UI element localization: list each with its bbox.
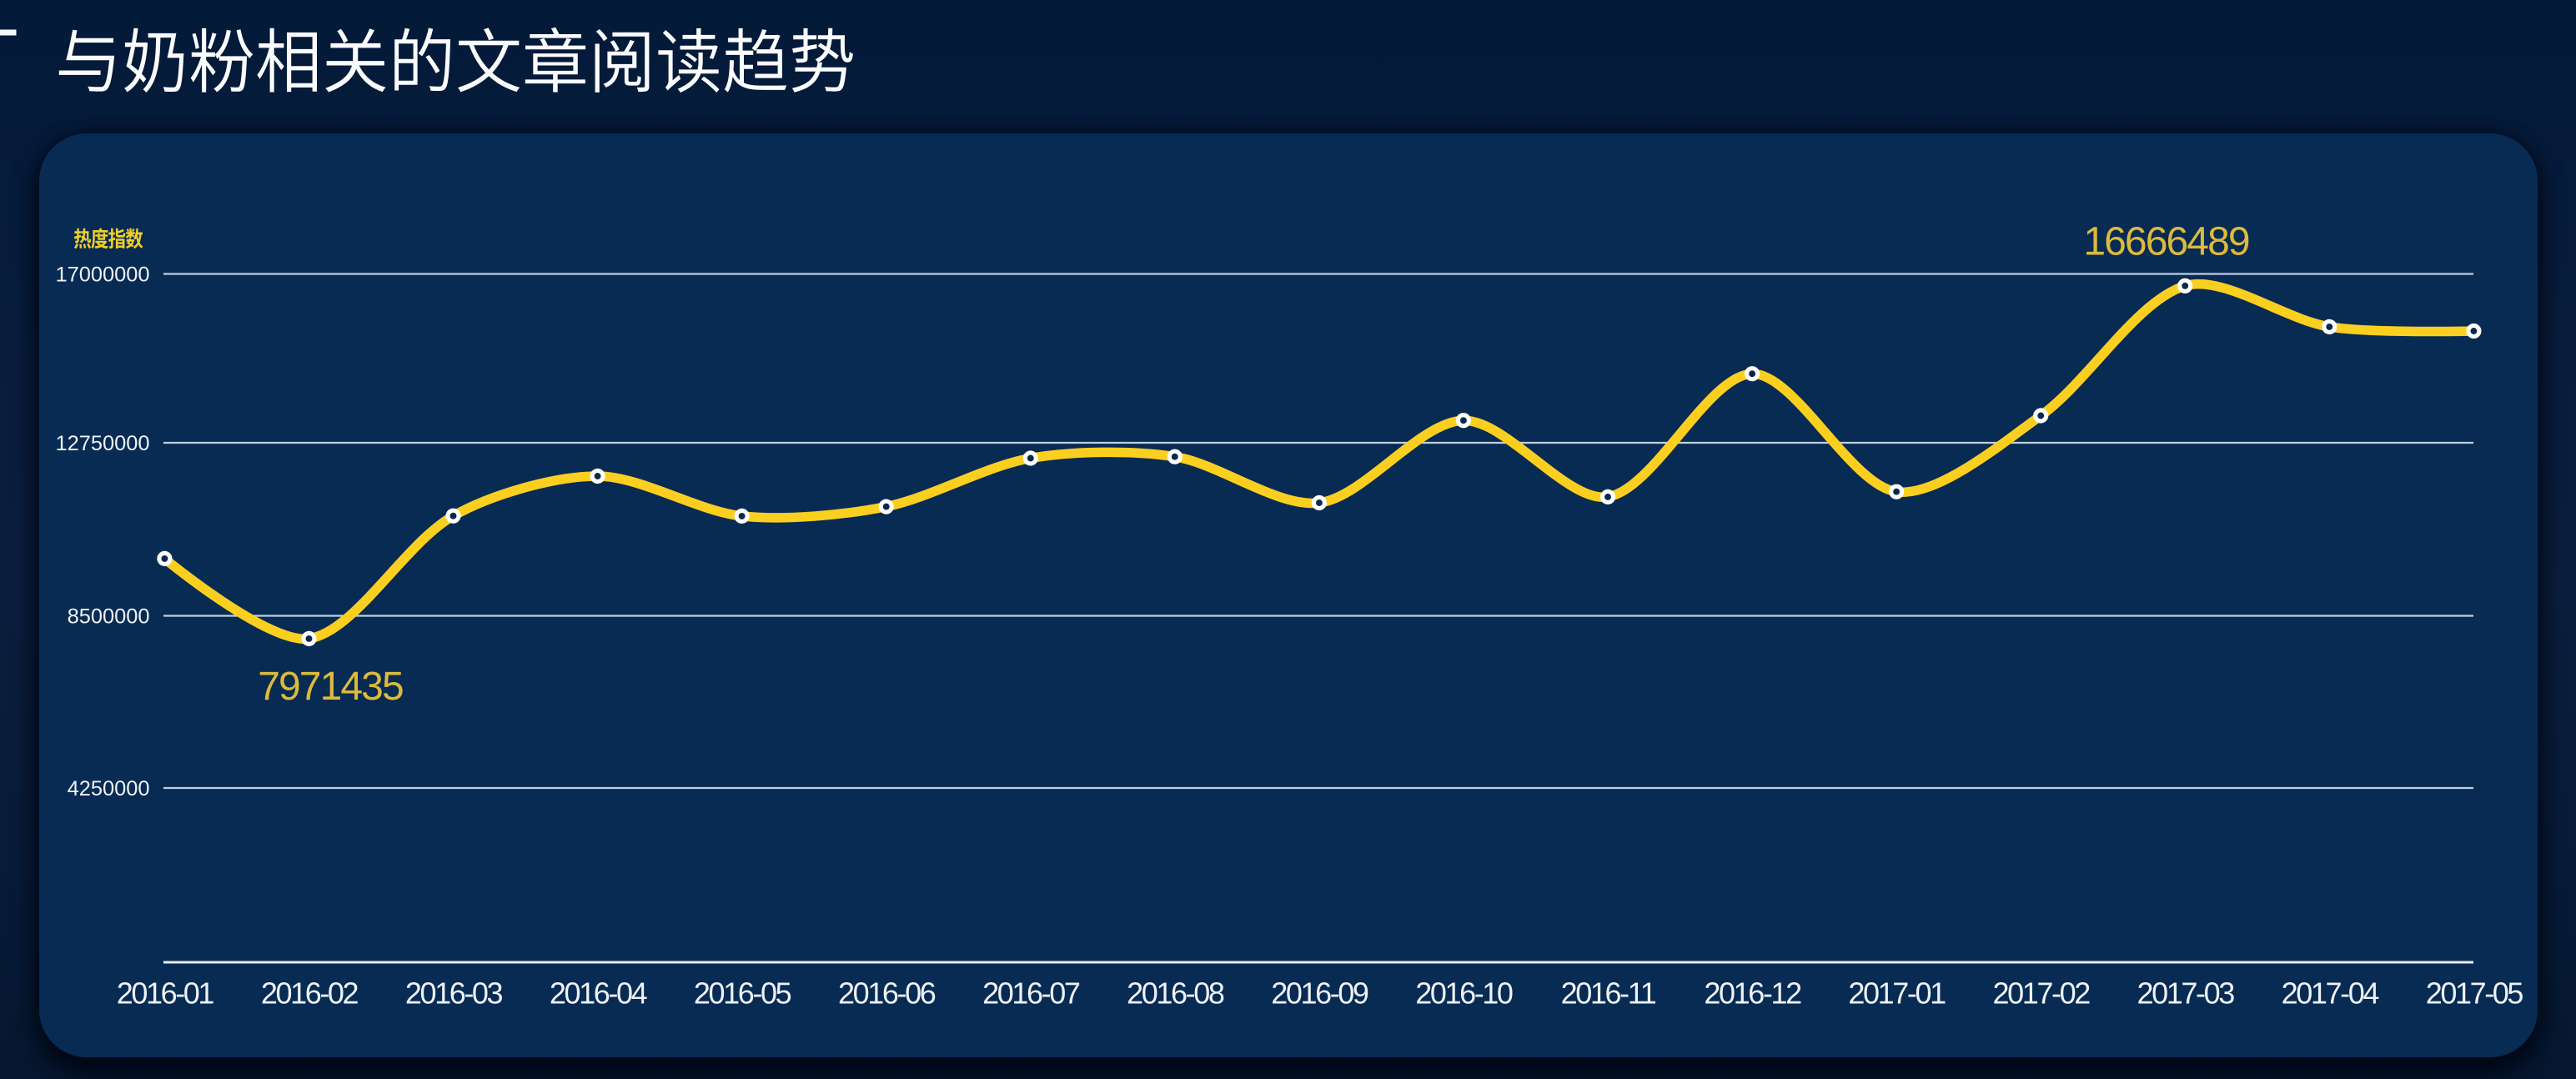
svg-text:2016-12: 2016-12 [1704,976,1801,1010]
svg-text:2017-04: 2017-04 [2282,976,2379,1010]
svg-text:17000000: 17000000 [56,263,150,286]
svg-text:2017-05: 2017-05 [2426,976,2523,1010]
svg-text:8500000: 8500000 [68,605,150,628]
svg-text:2016-04: 2016-04 [550,976,647,1010]
svg-text:2016-10: 2016-10 [1415,976,1513,1010]
svg-text:2016-03: 2016-03 [405,976,503,1010]
svg-text:2017-03: 2017-03 [2137,976,2235,1010]
svg-text:2016-11: 2016-11 [1561,976,1656,1010]
svg-text:2016-06: 2016-06 [838,976,936,1010]
svg-text:7971435: 7971435 [258,665,403,709]
svg-text:2017-02: 2017-02 [1993,976,2091,1010]
svg-text:16666489: 16666489 [2083,220,2249,264]
svg-text:2017-01: 2017-01 [1848,976,1946,1010]
svg-text:2016-08: 2016-08 [1127,976,1224,1010]
svg-text:2016-05: 2016-05 [694,976,791,1010]
svg-text:2016-07: 2016-07 [982,976,1080,1010]
svg-text:2016-02: 2016-02 [261,976,359,1010]
svg-text:2016-09: 2016-09 [1271,976,1368,1010]
svg-text:2016-01: 2016-01 [117,976,214,1010]
svg-text:12750000: 12750000 [56,432,150,455]
svg-text:4250000: 4250000 [68,777,150,800]
